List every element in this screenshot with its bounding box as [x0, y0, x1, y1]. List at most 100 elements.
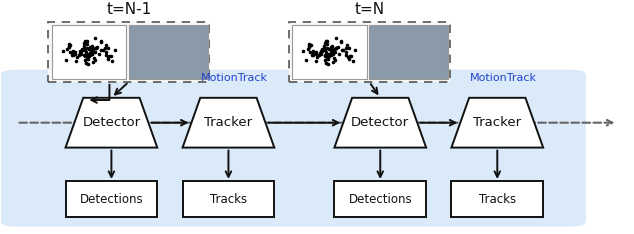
Point [74, 53, 84, 57]
Point [103, 55, 113, 59]
Point [63, 45, 74, 49]
Point [96, 48, 107, 52]
Point [90, 47, 100, 50]
Point [328, 47, 339, 51]
Point [326, 48, 336, 51]
Point [82, 55, 92, 59]
Point [90, 50, 100, 54]
Point [307, 53, 317, 57]
Point [82, 57, 93, 60]
Point [70, 59, 81, 63]
Point [342, 50, 352, 54]
Point [304, 44, 314, 48]
Point [65, 51, 75, 54]
Point [301, 58, 311, 61]
FancyBboxPatch shape [369, 25, 448, 79]
Point [81, 51, 91, 54]
Point [311, 52, 321, 55]
Point [327, 44, 337, 48]
Point [62, 47, 72, 51]
Text: Tracks: Tracks [210, 193, 247, 205]
Point [81, 61, 91, 65]
Point [305, 51, 315, 54]
Point [82, 46, 92, 50]
Text: Tracker: Tracker [204, 116, 252, 129]
Point [331, 46, 341, 50]
Point [84, 47, 94, 51]
Point [78, 48, 88, 52]
FancyBboxPatch shape [48, 22, 209, 82]
Point [98, 48, 108, 51]
Point [75, 49, 86, 53]
FancyBboxPatch shape [451, 181, 543, 217]
Point [101, 53, 111, 56]
Point [302, 47, 313, 51]
Point [83, 53, 93, 57]
Point [70, 52, 81, 55]
Point [325, 52, 335, 56]
Point [346, 54, 356, 58]
Point [321, 52, 331, 55]
Point [350, 48, 360, 51]
Point [315, 51, 325, 55]
Polygon shape [451, 98, 543, 148]
Text: Tracks: Tracks [479, 193, 516, 205]
Point [87, 52, 97, 56]
Point [319, 44, 329, 48]
Point [70, 50, 81, 54]
Point [90, 36, 100, 40]
Point [344, 46, 354, 50]
Point [326, 45, 336, 48]
Point [87, 44, 97, 48]
Point [322, 55, 332, 59]
Point [107, 59, 117, 63]
Point [338, 48, 348, 51]
Point [334, 52, 344, 56]
Point [325, 53, 335, 57]
Point [314, 53, 325, 57]
Point [96, 40, 106, 44]
Point [88, 47, 98, 51]
FancyBboxPatch shape [292, 25, 366, 79]
Point [321, 61, 331, 65]
Point [64, 44, 74, 48]
Point [81, 54, 91, 58]
Point [331, 46, 341, 50]
Point [299, 49, 309, 53]
Point [68, 50, 78, 53]
Point [100, 46, 110, 49]
Point [60, 58, 70, 61]
Text: Detections: Detections [349, 193, 412, 205]
Point [323, 57, 333, 60]
Point [328, 60, 339, 63]
Point [321, 51, 332, 54]
Text: Detector: Detector [351, 116, 410, 129]
Point [336, 40, 346, 44]
Point [75, 51, 85, 55]
Point [320, 41, 330, 45]
Text: MotionTrack: MotionTrack [470, 73, 537, 84]
Point [75, 52, 86, 55]
Point [308, 54, 318, 57]
Point [86, 45, 96, 48]
Point [93, 45, 103, 49]
Point [344, 54, 354, 58]
Point [101, 50, 111, 54]
Point [89, 56, 99, 59]
Point [322, 43, 332, 46]
Point [306, 44, 316, 47]
Point [333, 45, 343, 49]
Point [323, 53, 333, 57]
Text: Detector: Detector [82, 116, 141, 129]
Point [316, 49, 326, 53]
Point [304, 42, 314, 46]
Point [330, 47, 340, 50]
Point [77, 47, 87, 50]
Point [323, 46, 333, 50]
Point [103, 57, 113, 61]
Text: t=N: t=N [354, 1, 384, 17]
Text: Detections: Detections [80, 193, 143, 205]
Point [308, 50, 318, 54]
Point [317, 47, 327, 50]
Point [94, 52, 104, 56]
